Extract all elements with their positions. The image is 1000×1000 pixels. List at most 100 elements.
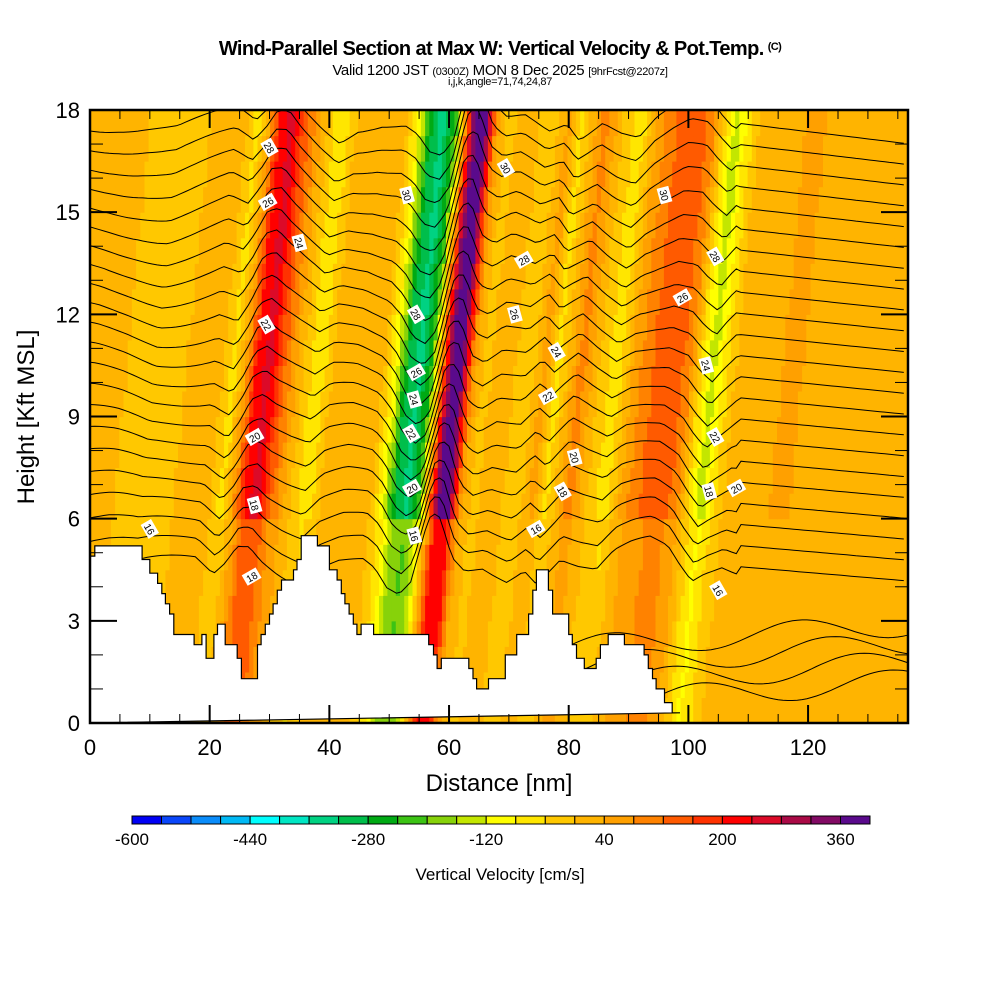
field-cell (672, 620, 677, 647)
field-cell (571, 493, 577, 520)
field-cell (684, 237, 690, 264)
field-cell (412, 288, 418, 315)
field-cell (689, 110, 694, 137)
field-cell (797, 595, 803, 622)
field-cell (203, 339, 208, 366)
field-cell (873, 135, 879, 162)
field-cell (642, 237, 648, 264)
field-cell (169, 237, 175, 264)
field-cell (173, 518, 179, 545)
field-cell (391, 365, 397, 392)
field-cell (303, 186, 309, 213)
field-cell (718, 314, 724, 341)
field-cell (178, 518, 183, 545)
field-cell (797, 263, 803, 290)
field-cell (123, 161, 129, 188)
field-cell (651, 646, 657, 673)
field-cell (680, 442, 686, 469)
field-cell (672, 135, 677, 162)
field-cell (467, 493, 472, 520)
field-cell (764, 442, 770, 469)
field-cell (844, 518, 849, 545)
field-cell (735, 135, 740, 162)
field-cell (554, 467, 560, 494)
field-cell (722, 518, 728, 545)
field-cell (190, 237, 196, 264)
field-cell (663, 671, 669, 698)
field-cell (261, 237, 267, 264)
field-cell (253, 365, 259, 392)
field-cell (420, 186, 426, 213)
field-cell (789, 186, 795, 213)
field-cell (818, 365, 824, 392)
field-cell (718, 697, 724, 723)
field-cell (475, 135, 481, 162)
field-cell (178, 288, 183, 315)
field-cell (496, 237, 502, 264)
field-cell (709, 544, 715, 571)
field-cell (726, 671, 732, 698)
field-cell (345, 314, 351, 341)
field-cell (827, 518, 832, 545)
field-cell (663, 569, 669, 596)
field-cell (730, 442, 736, 469)
field-cell (517, 110, 523, 137)
field-cell (856, 339, 862, 366)
field-cell (257, 365, 263, 392)
field-cell (534, 161, 539, 188)
field-cell (148, 544, 154, 571)
field-cell (701, 442, 707, 469)
field-cell (659, 493, 665, 520)
field-cell (764, 518, 770, 545)
field-cell (307, 263, 313, 290)
field-cell (471, 339, 476, 366)
field-cell (894, 314, 899, 341)
field-cell (580, 391, 585, 418)
field-cell (655, 620, 661, 647)
field-cell (881, 416, 887, 443)
field-cell (534, 314, 539, 341)
field-cell (379, 263, 384, 290)
field-cell (496, 212, 502, 239)
field-cell (400, 442, 405, 469)
field-cell (215, 544, 221, 571)
field-cell (370, 391, 376, 418)
field-cell (324, 186, 330, 213)
field-cell (626, 365, 631, 392)
field-cell (609, 237, 615, 264)
field-cell (839, 314, 845, 341)
field-cell (198, 339, 204, 366)
field-cell (844, 237, 849, 264)
field-cell (839, 186, 845, 213)
field-cell (450, 263, 455, 290)
field-cell (793, 646, 799, 673)
field-cell (483, 339, 489, 366)
field-cell (651, 365, 657, 392)
field-cell (219, 595, 225, 622)
field-cell (278, 288, 284, 315)
field-cell (152, 186, 158, 213)
field-cell (286, 186, 292, 213)
field-cell (735, 544, 740, 571)
field-cell (546, 212, 552, 239)
field-cell (127, 288, 133, 315)
field-cell (500, 569, 506, 596)
field-cell (182, 467, 187, 494)
field-cell (709, 493, 715, 520)
field-cell (550, 314, 556, 341)
field-cell (852, 135, 858, 162)
field-cell (793, 620, 799, 647)
field-cell (529, 212, 535, 239)
field-cell (810, 671, 816, 698)
field-cell (337, 442, 342, 469)
field-cell (885, 237, 891, 264)
field-cell (655, 314, 661, 341)
field-cell (785, 518, 791, 545)
field-cell (312, 467, 317, 494)
field-cell (827, 161, 832, 188)
contour-label: 20 (401, 478, 422, 498)
field-cell (400, 544, 405, 571)
field-cell (718, 288, 724, 315)
field-cell (873, 212, 879, 239)
field-cell (127, 263, 133, 290)
